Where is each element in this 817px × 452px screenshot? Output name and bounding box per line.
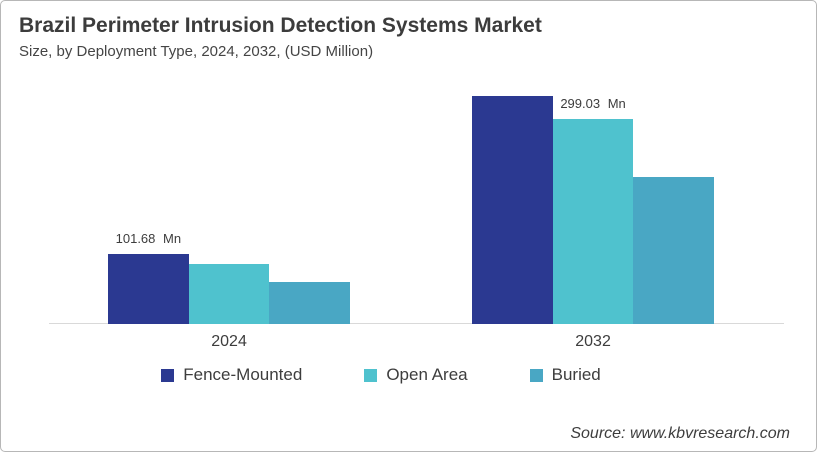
legend-label-open-area: Open Area <box>386 365 468 384</box>
bar-group-2032 <box>472 96 715 324</box>
legend-swatch-buried <box>529 368 543 382</box>
x-axis-line <box>49 323 784 324</box>
legend: Fence-Mounted Open Area Buried <box>1 365 816 385</box>
bar-open-area-2024 <box>188 264 270 324</box>
chart-title: Brazil Perimeter Intrusion Detection Sys… <box>19 14 542 37</box>
legend-swatch-open-area <box>364 368 378 382</box>
bar-open-area-2032 <box>552 119 634 324</box>
x-tick-2024: 2024 <box>211 333 247 350</box>
legend-item-buried: Buried <box>529 365 601 385</box>
legend-label-buried: Buried <box>551 365 601 384</box>
value-label-2024: 101.68 Mn <box>115 231 182 247</box>
legend-item-open-area: Open Area <box>364 365 468 385</box>
chart-header: Brazil Perimeter Intrusion Detection Sys… <box>1 1 816 60</box>
bar-fence-mounted-2032 <box>472 96 553 324</box>
chart-subtitle: Size, by Deployment Type, 2024, 2032, (U… <box>19 43 374 61</box>
legend-label-fence-mounted: Fence-Mounted <box>183 365 303 384</box>
plot-area: 2024 2032 101.68 Mn 299.03 Mn <box>49 84 784 350</box>
legend-item-fence-mounted: Fence-Mounted <box>161 365 302 385</box>
bar-fence-mounted-2024 <box>108 254 189 324</box>
bar-buried-2032 <box>633 176 715 324</box>
source-text: Source: www.kbvresearch.com <box>570 425 790 442</box>
x-tick-2032: 2032 <box>575 333 611 350</box>
value-label-2032: 299.03 Mn <box>560 96 626 111</box>
bar-buried-2024 <box>269 281 351 324</box>
legend-swatch-fence-mounted <box>161 368 175 382</box>
bar-group-2024 <box>108 254 351 324</box>
